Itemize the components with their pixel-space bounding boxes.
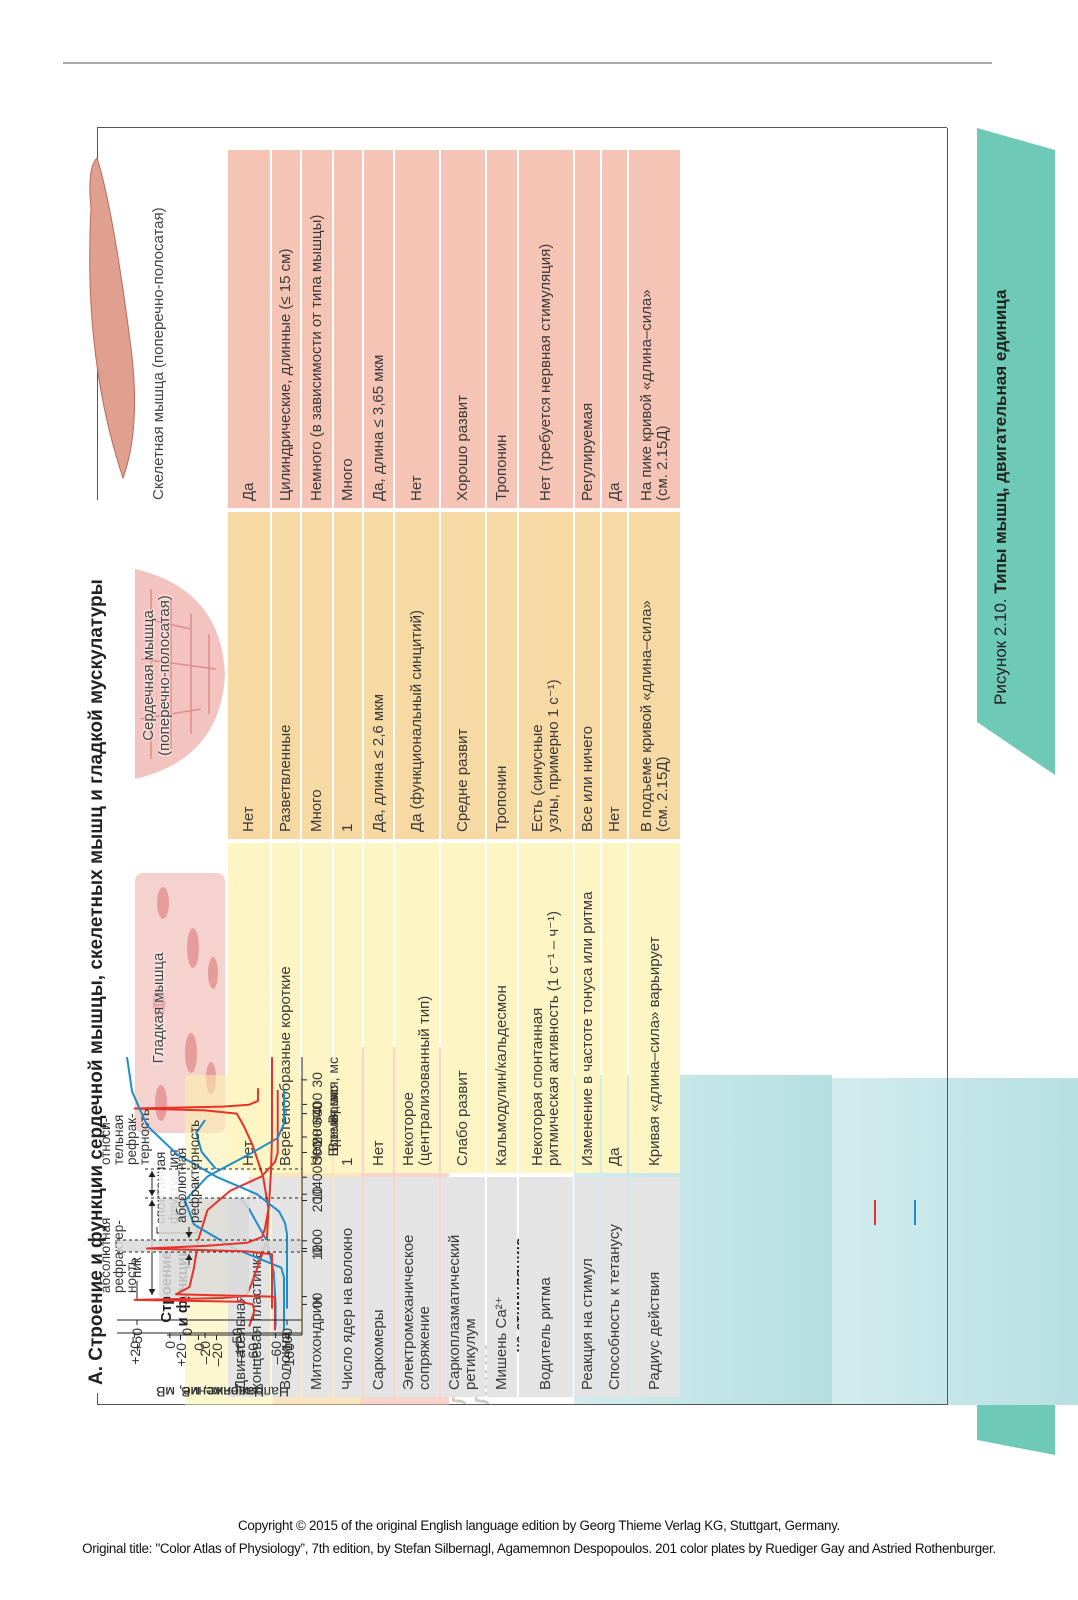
- caption-tab: [977, 128, 1055, 775]
- table-cell: Да, длина ≤ 3,65 мкм: [364, 150, 393, 508]
- row-label: Водитель ритма: [519, 1177, 573, 1397]
- row-label: Саркомеры: [364, 1177, 393, 1397]
- caption: Рисунок 2.10. Типы мышц, двигательная ед…: [986, 225, 1016, 705]
- table-cell: Тропонин: [487, 150, 517, 508]
- table-cell: Нет: [364, 843, 393, 1173]
- table-cell: Все или ничего: [575, 512, 600, 839]
- copyright-line: Original title: "Color Atlas of Physiolo…: [82, 1541, 996, 1556]
- table-cell: Хорошо развит: [441, 150, 485, 508]
- table-cell: Много: [334, 150, 362, 508]
- table-cell: В подъеме кривой «длина–сила» (см. 2.15Д…: [629, 512, 680, 839]
- row-label: Саркоплазматический ретикулум: [441, 1177, 485, 1397]
- table-cell: Нет: [228, 512, 270, 839]
- row-label: Реакция на стимул: [575, 1177, 600, 1397]
- table-cell: Немного (в зависимости от типа мышцы): [302, 150, 332, 508]
- table-cell: Да: [602, 150, 627, 508]
- frame-border: [97, 127, 947, 128]
- table-cell: Да, длина ≤ 2,6 мкм: [364, 512, 393, 839]
- table-cell: Средне развит: [441, 512, 485, 839]
- table-cell: Да: [602, 843, 627, 1173]
- table-cell: На пике кривой «длина–сила» (см. 2.15Д): [629, 150, 680, 508]
- table-cell: Слабо развит: [441, 843, 485, 1173]
- table-cell: 1: [334, 512, 362, 839]
- row-label: Радиус действия: [629, 1177, 680, 1397]
- copyright-line: Copyright © 2015 of the original English…: [238, 1518, 840, 1533]
- legend: [874, 1200, 916, 1225]
- smooth-muscle-image: [135, 873, 225, 1133]
- frame-border: [947, 128, 948, 1405]
- table-cell: Тропонин: [487, 512, 517, 839]
- table-cell: Кривая «длина–сила» варьирует: [629, 843, 680, 1173]
- table-cell: Нет: [395, 150, 439, 508]
- table-cell: Есть (синусные узлы, примерно 1 с⁻¹): [519, 512, 573, 839]
- row-label: Мишень Ca²⁺: [487, 1177, 517, 1397]
- cardiac-muscle-image: [135, 569, 225, 779]
- table-cell: Разветвленные: [272, 512, 300, 839]
- caption-title: Типы мышц, двигательная единица: [991, 289, 1010, 594]
- skeletal-muscle-image: [89, 157, 136, 480]
- table-cell: Да (функциональный синцитий): [395, 512, 439, 839]
- table-cell: Нет (требуется нервная стимуляция): [519, 150, 573, 508]
- column-header: Скелетная мышца (поперечно-полосатая): [150, 207, 167, 500]
- table-cell: Некоторая спонтанная ритмическая активно…: [519, 843, 573, 1173]
- table-cell: Некоторое (централизованный тип): [395, 843, 439, 1173]
- table-cell: Нет: [602, 512, 627, 839]
- table-cell: Регулируемая: [575, 150, 600, 508]
- table-cell: Много: [302, 512, 332, 839]
- table-cell: Да: [228, 150, 270, 508]
- figure: А. Строение и функции сердечной мышцы, с…: [86, 127, 1078, 1405]
- row-label: Электромеханическое сопряжение: [395, 1177, 439, 1397]
- table-cell: Кальмодулин/кальдесмон: [487, 843, 517, 1173]
- row-label: Способность к тетанусу: [602, 1177, 627, 1397]
- table-cell: Изменение в частоте тонуса или ритма: [575, 843, 600, 1173]
- table-cell: Цилиндрические, длинные (≤ 15 см): [272, 150, 300, 508]
- column-header: Сердечная мышца (поперечно-полосатая): [140, 595, 173, 756]
- caption-prefix: Рисунок 2.10.: [991, 598, 1010, 705]
